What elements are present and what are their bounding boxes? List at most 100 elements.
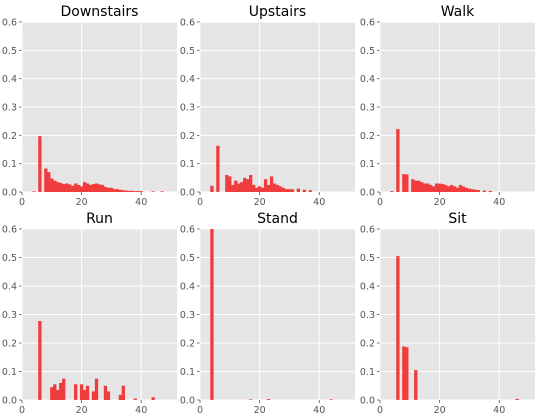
- y-tick-label: 0.1: [360, 367, 375, 378]
- bar: [443, 184, 448, 192]
- bar: [482, 190, 486, 192]
- bar: [434, 183, 439, 192]
- bar: [390, 191, 394, 192]
- bar: [396, 129, 400, 192]
- bar: [405, 174, 409, 192]
- y-tick-label: 0.4: [180, 282, 195, 293]
- subplot-run: 0.0 0.1 0.2 0.3 0.4 0.5 0.6 0 20 40 Run: [2, 211, 177, 416]
- bar: [151, 191, 155, 192]
- subplot-sit: 0.0 0.1 0.2 0.3 0.4 0.5 0.6 0 20 40 Sit: [360, 211, 535, 416]
- y-tick-label: 0.5: [360, 253, 375, 264]
- bar: [32, 191, 36, 192]
- bar: [515, 398, 519, 400]
- bar: [85, 183, 90, 192]
- subplot-title: Upstairs: [249, 4, 306, 20]
- x-tick-label: 20: [254, 405, 266, 416]
- y-tick-label: 0.1: [2, 159, 17, 170]
- y-tick-label: 0.6: [2, 225, 17, 236]
- bar: [284, 189, 289, 192]
- bar: [290, 189, 295, 192]
- bar: [94, 378, 99, 400]
- bar: [130, 190, 134, 192]
- bar: [240, 182, 244, 192]
- bar: [47, 172, 51, 192]
- bar: [449, 184, 454, 192]
- bar: [210, 185, 214, 192]
- bar: [429, 184, 433, 192]
- y-tick-label: 0.4: [2, 74, 17, 85]
- y-tick-label: 0.2: [180, 339, 195, 350]
- bar: [252, 184, 256, 192]
- y-tick-label: 0.2: [360, 339, 375, 350]
- bar: [257, 186, 262, 192]
- bar: [151, 397, 155, 400]
- y-tick-label: 0.5: [2, 46, 17, 57]
- x-tick-label: 40: [135, 405, 147, 416]
- x-tick-label: 0: [197, 197, 203, 208]
- bar: [470, 189, 475, 192]
- bar: [396, 256, 400, 400]
- x-tick-label: 20: [434, 197, 446, 208]
- x-tick-label: 0: [19, 197, 25, 208]
- bar: [118, 189, 123, 192]
- y-tick-label: 0.3: [360, 310, 375, 321]
- bar: [106, 391, 111, 400]
- y-tick-label: 0.6: [360, 225, 375, 236]
- bar: [446, 186, 451, 192]
- bar: [53, 180, 57, 192]
- y-tick-label: 0.0: [2, 396, 17, 407]
- y-tick-label: 0.4: [360, 74, 375, 85]
- y-tick-label: 0.4: [2, 282, 17, 293]
- bar: [82, 390, 87, 400]
- bar: [62, 378, 66, 400]
- y-tick-label: 0.3: [2, 103, 17, 114]
- bar: [91, 184, 96, 192]
- bar: [225, 175, 229, 192]
- bar: [287, 189, 292, 192]
- y-tick-label: 0.0: [2, 188, 17, 199]
- y-tick-label: 0.1: [180, 367, 195, 378]
- y-tick-label: 0.2: [180, 131, 195, 142]
- y-tick-label: 0.0: [180, 188, 195, 199]
- bar: [467, 188, 472, 192]
- bar: [38, 321, 42, 400]
- bar: [56, 182, 60, 192]
- bar: [62, 184, 66, 192]
- bar: [426, 183, 430, 192]
- subplot-title: Walk: [441, 4, 475, 20]
- bar: [124, 190, 128, 192]
- bar: [79, 384, 84, 400]
- x-tick-label: 40: [135, 197, 147, 208]
- bar: [272, 183, 277, 192]
- subplot-title: Downstairs: [61, 4, 139, 20]
- bar: [417, 180, 421, 192]
- bar: [246, 179, 250, 192]
- bar: [74, 384, 78, 400]
- bar: [414, 370, 418, 400]
- bar: [76, 184, 81, 192]
- bar: [50, 178, 54, 192]
- bar: [85, 385, 90, 400]
- bar: [260, 187, 265, 192]
- y-tick-label: 0.5: [360, 46, 375, 57]
- bar: [237, 183, 241, 192]
- bar: [432, 186, 436, 192]
- bar: [133, 191, 137, 192]
- x-tick-label: 40: [493, 405, 505, 416]
- bar: [53, 384, 57, 400]
- bar: [50, 387, 54, 400]
- bar: [414, 180, 418, 192]
- y-tick-label: 0.0: [360, 396, 375, 407]
- bar: [38, 136, 42, 192]
- x-tick-label: 20: [76, 197, 88, 208]
- bar: [82, 182, 87, 192]
- bar: [103, 385, 108, 400]
- y-tick-label: 0.3: [2, 310, 17, 321]
- bar: [121, 385, 125, 400]
- bar: [308, 190, 312, 192]
- bar: [488, 190, 492, 192]
- bar: [115, 189, 120, 192]
- y-tick-label: 0.3: [180, 103, 195, 114]
- y-tick-label: 0.6: [180, 18, 195, 29]
